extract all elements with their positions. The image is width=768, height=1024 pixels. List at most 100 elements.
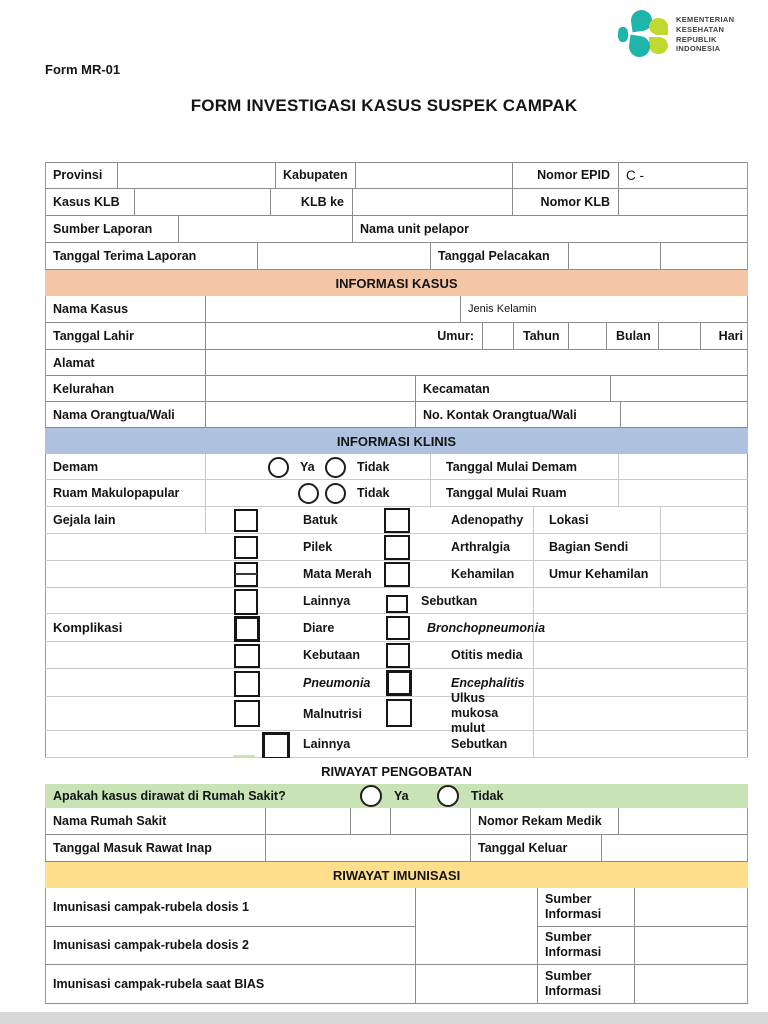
section-header-informasi-klinis: INFORMASI KLINIS (45, 428, 748, 454)
label-bagian-sendi: Bagian Sendi (549, 540, 629, 554)
divider (205, 480, 206, 506)
radio-dirawat-ya[interactable] (360, 785, 382, 807)
divider (352, 216, 353, 242)
checkbox-malnutrisi[interactable] (234, 700, 260, 727)
label-lokasi: Lokasi (549, 513, 589, 527)
checkbox-arthralgia[interactable] (384, 535, 410, 560)
divider (205, 296, 206, 322)
checkbox-kehamilan[interactable] (384, 562, 410, 587)
label-bulan: Bulan (616, 329, 651, 343)
row-nama-kasus: Nama Kasus Jenis Kelamin (45, 296, 748, 323)
label-lainnya-gejala: Lainnya (303, 593, 351, 608)
label-tanggal-pelacakan: Tanggal Pelacakan (438, 249, 550, 263)
divider (470, 835, 471, 861)
divider (512, 189, 513, 215)
label-demam-tidak: Tidak (357, 459, 390, 474)
divider (430, 243, 431, 269)
row-alamat: Alamat (45, 350, 748, 376)
label-imunisasi-bias: Imunisasi campak-rubela saat BIAS (53, 977, 265, 991)
label-tanggal-terima: Tanggal Terima Laporan (53, 249, 197, 263)
checkbox-kebutaan[interactable] (234, 644, 260, 668)
divider (45, 162, 748, 163)
divider (257, 243, 258, 269)
row-tanggal-lahir: Tanggal Lahir Umur: Tahun Bulan Hari (45, 323, 748, 350)
label-hari: Hari (718, 329, 743, 343)
label-sumber-informasi-3: Sumber Informasi (545, 969, 602, 998)
label-sumber-informasi-1: Sumber Informasi (545, 892, 602, 921)
divider (618, 189, 619, 215)
row-imunisasi-bias: Imunisasi campak-rubela saat BIAS Sumber… (45, 965, 748, 1004)
checkbox-diare[interactable] (234, 616, 260, 642)
radio-demam-ya[interactable] (268, 457, 289, 478)
checkbox-encephalitis[interactable] (386, 670, 412, 696)
section-header-informasi-kasus: INFORMASI KASUS (45, 270, 748, 296)
divider (618, 480, 619, 506)
row-demam: Demam Ya Tidak Tanggal Mulai Demam (45, 454, 748, 480)
checkbox-ulkus-mukosa[interactable] (386, 699, 412, 727)
checkbox-bronchopneumonia[interactable] (386, 616, 410, 640)
divider (601, 835, 602, 861)
checkbox-batuk[interactable] (234, 509, 258, 532)
divider (205, 507, 206, 533)
label-lainnya-komplikasi: Lainnya (303, 737, 351, 751)
label-alamat: Alamat (53, 355, 95, 370)
label-sebutkan-gejala: Sebutkan (421, 593, 478, 608)
label-nama-kasus: Nama Kasus (53, 302, 129, 316)
form-table: Provinsi Kabupaten Nomor EPID C - Kasus … (45, 162, 748, 1004)
divider (533, 669, 534, 696)
divider (430, 480, 431, 506)
divider (415, 376, 416, 401)
divider (205, 350, 206, 375)
label-malnutrisi: Malnutrisi (303, 706, 363, 721)
row-kelurahan: Kelurahan Kecamatan (45, 376, 748, 402)
label-kebutaan: Kebutaan (303, 648, 360, 662)
checkbox-lainnya-komplikasi[interactable] (262, 732, 290, 760)
checkbox-lainnya-gejala[interactable] (234, 589, 258, 615)
divider (205, 376, 206, 401)
label-kehamilan: Kehamilan (451, 567, 515, 581)
divider (390, 808, 391, 834)
label-tanggal-lahir: Tanggal Lahir (53, 329, 135, 343)
divider (533, 697, 534, 730)
divider (270, 189, 271, 215)
page-title: FORM INVESTIGASI KASUS SUSPEK CAMPAK (190, 96, 578, 115)
checkbox-mata-merah[interactable] (234, 562, 258, 587)
label-nomor-klb: Nomor KLB (540, 195, 610, 209)
checkbox-adenopathy[interactable] (384, 508, 410, 533)
label-batuk: Batuk (303, 513, 338, 527)
checkbox-pneumonia[interactable] (234, 671, 260, 697)
row-provinsi: Provinsi Kabupaten Nomor EPID C - (45, 162, 748, 189)
divider (537, 926, 748, 927)
divider (205, 454, 206, 479)
label-nama-rumah-sakit: Nama Rumah Sakit (53, 814, 167, 828)
radio-ruam-tidak[interactable] (325, 483, 346, 504)
divider (513, 323, 514, 349)
divider (482, 323, 483, 349)
section-header-riwayat-pengobatan: RIWAYAT PENGOBATAN (45, 758, 748, 784)
label-tahun: Tahun (523, 329, 560, 343)
checkbox-otitis-media[interactable] (386, 643, 410, 668)
divider (265, 808, 266, 834)
divider (265, 835, 266, 861)
divider (352, 189, 353, 215)
divider (537, 888, 538, 926)
label-tanggal-keluar: Tanggal Keluar (478, 841, 568, 855)
label-komplikasi: Komplikasi (53, 620, 123, 635)
divider (660, 243, 661, 269)
label-demam: Demam (53, 459, 99, 474)
checkbox-pilek[interactable] (234, 536, 258, 559)
radio-demam-tidak[interactable] (325, 457, 346, 478)
label-provinsi: Provinsi (53, 168, 103, 182)
label-tanggal-mulai-ruam: Tanggal Mulai Ruam (446, 486, 567, 500)
radio-dirawat-tidak[interactable] (437, 785, 459, 807)
logo-petal (649, 37, 668, 54)
label-dirawat-tidak: Tidak (471, 789, 504, 803)
label-ruam-tidak: Tidak (357, 486, 390, 500)
label-sebutkan-komplikasi: Sebutkan (451, 737, 508, 751)
row-orangtua: Nama Orangtua/Wali No. Kontak Orangtua/W… (45, 402, 748, 428)
checkbox-sebutkan-gejala[interactable] (386, 595, 408, 613)
label-nomor-epid: Nomor EPID (537, 168, 610, 182)
row-malnutrisi: Malnutrisi Ulkus mukosa mulut (45, 691, 748, 735)
radio-ruam-ya[interactable] (298, 483, 319, 504)
label-kelurahan: Kelurahan (53, 381, 115, 396)
